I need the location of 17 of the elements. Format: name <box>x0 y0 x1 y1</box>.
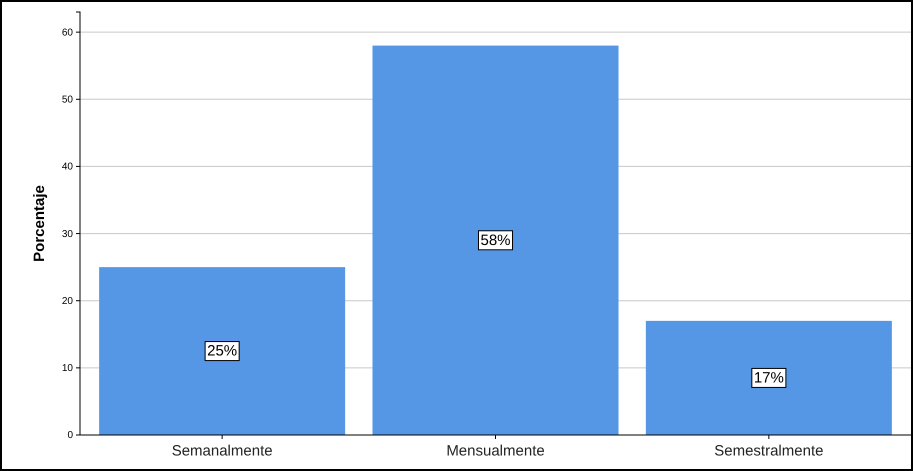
x-tick-label: Mensualmente <box>446 442 545 460</box>
y-axis-title: Porcentaje <box>31 185 48 262</box>
y-tick-label: 60 <box>62 27 74 38</box>
bar <box>646 320 892 435</box>
y-tick-label: 50 <box>62 94 74 106</box>
data-label: 58% <box>480 232 511 249</box>
x-tick-label: Semestralmente <box>714 442 824 460</box>
bar <box>372 46 619 435</box>
y-tick-label: 30 <box>62 228 74 240</box>
data-label: 25% <box>207 342 238 360</box>
y-tick-label: 20 <box>62 296 74 307</box>
bar <box>99 267 346 435</box>
y-tick-label: 40 <box>62 162 74 173</box>
data-label: 17% <box>754 369 784 386</box>
x-tick-label: Semanalmente <box>172 442 273 460</box>
y-tick-label: 10 <box>62 363 74 374</box>
y-tick-label: 0 <box>67 430 74 442</box>
